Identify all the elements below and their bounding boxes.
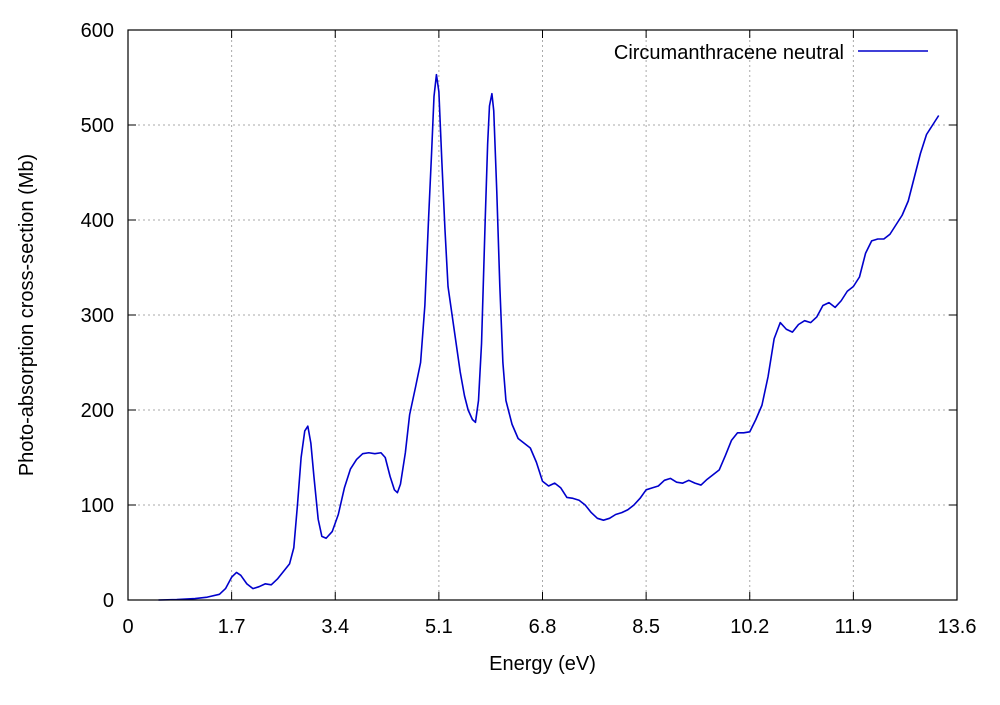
x-tick-label: 8.5 [632, 616, 660, 638]
x-tick-label: 10.2 [730, 616, 769, 638]
y-axis-title: Photo-absorption cross-section (Mb) [16, 154, 38, 476]
x-axis-title: Energy (eV) [489, 653, 596, 675]
x-tick-label: 6.8 [529, 616, 557, 638]
x-tick-label: 13.6 [938, 616, 977, 638]
y-tick-labels: 0 100 200 300 400 500 600 [81, 20, 114, 612]
y-tick-label: 500 [81, 115, 114, 137]
legend-label-series-0: Circumanthracene neutral [614, 42, 844, 64]
x-tick-label: 11.9 [835, 616, 872, 638]
y-tick-label: 400 [81, 210, 114, 232]
tick-marks [127, 29, 958, 601]
x-tick-labels: 0 1.7 3.4 5.1 6.8 8.5 10.2 11.9 13.6 [122, 616, 976, 638]
x-tick-label: 3.4 [321, 616, 349, 638]
y-tick-label: 100 [81, 495, 114, 517]
grid-lines [128, 30, 957, 600]
x-tick-label: 0 [122, 616, 133, 638]
series-line-0 [158, 73, 940, 601]
y-tick-label: 600 [81, 20, 114, 42]
y-tick-label: 200 [81, 400, 114, 422]
x-tick-label: 5.1 [425, 616, 453, 638]
series-layer [158, 73, 940, 601]
y-tick-label: 0 [103, 590, 114, 612]
y-tick-label: 300 [81, 305, 114, 327]
legend: Circumanthracene neutral [614, 42, 928, 64]
x-tick-label: 1.7 [218, 616, 246, 638]
